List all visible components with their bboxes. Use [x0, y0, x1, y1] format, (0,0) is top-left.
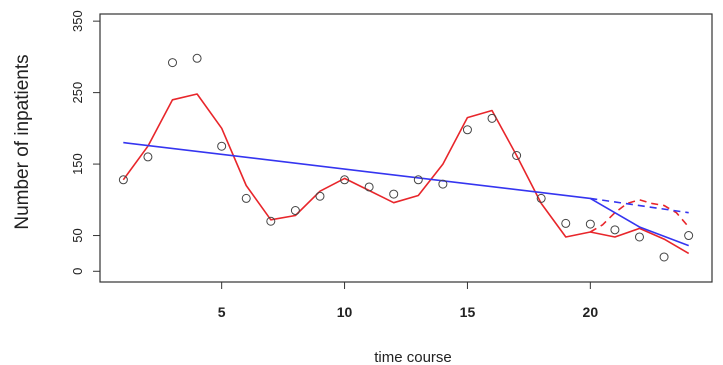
y-tick-label: 150 [70, 153, 85, 175]
x-tick-label: 20 [583, 304, 599, 320]
data-point [290, 206, 300, 216]
plot-area [99, 13, 713, 283]
data-point [315, 191, 325, 201]
data-point [487, 113, 497, 123]
y-tick-label: 250 [70, 82, 85, 104]
data-point [266, 216, 276, 226]
series-line-1 [122, 93, 690, 255]
data-point [536, 193, 546, 203]
data-point [634, 232, 644, 242]
data-point [462, 125, 472, 135]
data-point [512, 151, 522, 161]
data-point [364, 182, 374, 192]
y-axis: 0 50 150 250 350 [70, 10, 100, 275]
data-point [217, 141, 227, 151]
data-point [241, 193, 251, 203]
plot-frame [99, 13, 713, 283]
data-point [413, 175, 423, 185]
data-point [340, 175, 350, 185]
data-point [389, 189, 399, 199]
y-tick-label: 350 [70, 10, 85, 32]
data-point [438, 179, 448, 189]
data-points [118, 53, 694, 262]
data-point [143, 152, 153, 162]
series-line-3 [123, 141, 689, 247]
series-line-4 [590, 197, 689, 214]
x-axis-label: time course [374, 349, 452, 365]
x-axis: 5 10 15 20 [218, 282, 599, 320]
series-lines [122, 93, 690, 255]
data-point [684, 231, 694, 241]
x-tick-label: 5 [218, 304, 226, 320]
data-point [610, 225, 620, 235]
y-axis-label: Number of inpatients [12, 54, 33, 229]
y-tick-label: 0 [70, 268, 85, 275]
data-point [192, 53, 202, 63]
data-point [561, 218, 571, 228]
data-point [118, 175, 128, 185]
x-tick-label: 10 [337, 304, 353, 320]
data-point [585, 219, 595, 229]
x-tick-label: 15 [460, 304, 476, 320]
y-tick-label: 50 [70, 228, 85, 242]
data-point [659, 252, 669, 262]
data-point [168, 58, 178, 68]
